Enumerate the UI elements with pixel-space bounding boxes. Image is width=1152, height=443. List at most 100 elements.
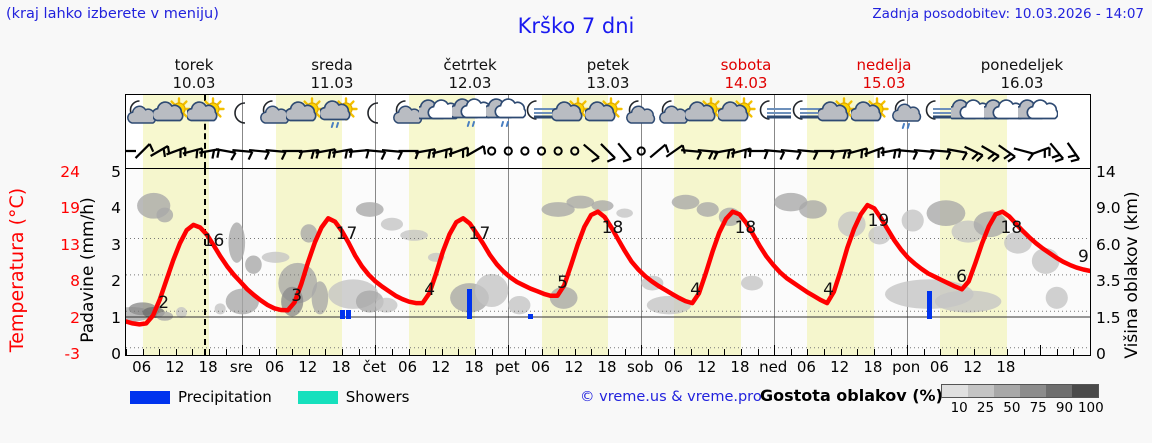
cloud-blob xyxy=(175,307,187,319)
cloud-height-tick-4: 1.5 xyxy=(1096,308,1121,327)
cloud-icon xyxy=(979,97,1025,131)
sun-cloud-icon xyxy=(683,97,723,131)
day-separator xyxy=(774,95,776,168)
cloud-density-tick-25: 25 xyxy=(976,400,995,416)
day-separator xyxy=(242,95,244,168)
x-tick-12: 12 xyxy=(298,358,318,376)
precipitation-bar xyxy=(340,310,346,319)
cloud-blob xyxy=(156,311,174,321)
current-time-line xyxy=(203,95,206,168)
cloud-height-tick-5: 0 xyxy=(1096,345,1106,363)
x-tick-06: 06 xyxy=(132,358,152,376)
wind-barb xyxy=(964,145,984,162)
weather-icon-band xyxy=(126,95,1090,169)
cloud-blob xyxy=(375,297,398,313)
cloud-blob xyxy=(799,200,827,219)
sun-cloud-icon xyxy=(284,97,324,131)
x-tick-18: 18 xyxy=(331,358,351,376)
x-tick-ned: ned xyxy=(759,358,788,376)
x-tick-06: 06 xyxy=(663,358,684,376)
cloud-icon xyxy=(414,97,460,131)
x-tick-18: 18 xyxy=(996,358,1016,376)
cloud-density-step-100 xyxy=(1072,385,1098,397)
x-tick-sob: sob xyxy=(626,358,654,376)
x-tick-18: 18 xyxy=(597,358,617,376)
cloud-density-colorbar xyxy=(941,384,1099,398)
cloud-blob xyxy=(508,295,531,315)
wind-barb xyxy=(600,143,616,163)
day-name: sobota xyxy=(720,56,772,74)
temperature-max-label: 17 xyxy=(335,224,358,245)
precipitation-bar xyxy=(927,290,933,319)
day-separator xyxy=(774,169,776,355)
temperature-min-label: 4 xyxy=(424,279,436,300)
cloud-blob xyxy=(740,275,764,291)
wind-barb xyxy=(897,149,919,161)
day-name: nedelja xyxy=(856,56,912,74)
precipitation-tick-4: 1 xyxy=(111,308,121,327)
wind-barb xyxy=(248,149,270,161)
moon-icon xyxy=(220,97,256,131)
wind-barb xyxy=(232,149,254,161)
last-updated-label: Zadnja posodobitev: 10.03.2026 - 14:07 xyxy=(872,6,1144,22)
cloud-blob xyxy=(1045,286,1068,309)
temperature-min-label: 9 xyxy=(1077,246,1089,267)
day-date: 15.03 xyxy=(862,74,906,92)
x-tick-06: 06 xyxy=(929,358,949,376)
day-separator xyxy=(508,169,510,355)
wind-barb xyxy=(780,149,802,161)
moon-cloud-icon xyxy=(386,97,423,131)
forecast-plot[interactable]: 2 16 3 17 4 17 5 18 4 18 4 19 6 18 9 xyxy=(125,94,1091,356)
cloud-density-layer xyxy=(126,192,1068,322)
wind-barb xyxy=(913,149,935,161)
wind-barb xyxy=(465,145,487,157)
credit-link[interactable]: © vreme.us & vreme.pro xyxy=(580,389,762,405)
sun-cloud-icon xyxy=(583,97,624,131)
day-header-petek: petek 13.03 xyxy=(539,56,677,94)
temperature-curve xyxy=(126,202,1090,327)
day-header-strip: torek 10.03 sreda 11.03 četrtek 12.03 petek 13.… xyxy=(125,56,1091,94)
cloud-height-tick-0: 14 xyxy=(1096,163,1116,181)
wind-barb xyxy=(731,147,752,159)
cloud-rain-icon xyxy=(448,97,493,131)
day-header-torek: torek 10.03 xyxy=(125,56,263,94)
location-menu-note[interactable]: (kraj lahko izberete v meniju) xyxy=(6,6,219,22)
x-tick-18: 18 xyxy=(863,358,883,376)
wind-barb xyxy=(681,149,703,161)
temperature-max-label: 19 xyxy=(867,211,890,232)
day-name: petek xyxy=(586,56,630,74)
sun-cloud-icon xyxy=(550,97,590,131)
cloud-blob xyxy=(591,200,614,212)
x-axis-ticks xyxy=(126,319,1090,355)
cloud-density-step-25 xyxy=(968,385,994,397)
temperature-max-label: 16 xyxy=(202,230,225,251)
precipitation-tick-1: 4 xyxy=(111,199,121,218)
cloud-density-tick-10: 10 xyxy=(950,400,968,416)
calm-wind-symbol xyxy=(553,146,563,156)
moon-cloud-icon xyxy=(126,97,157,131)
calm-wind-symbol xyxy=(536,146,547,156)
day-header-nedelja: nedelja 15.03 xyxy=(815,56,953,94)
cloud-icon xyxy=(1013,97,1059,131)
temperature-tick-2: 13 xyxy=(60,235,80,254)
wind-barb xyxy=(649,143,670,159)
temperature-max-label: 18 xyxy=(601,217,624,238)
cloud-blob xyxy=(475,273,509,307)
cloud-density-step-75 xyxy=(1020,385,1046,397)
day-separator xyxy=(907,95,909,168)
moon-fog-icon xyxy=(752,97,791,131)
cloud-height-tick-3: 3.5 xyxy=(1096,272,1121,291)
temperature-min-label: 3 xyxy=(291,286,303,307)
wind-barb xyxy=(166,146,187,158)
graph-area: 2 16 3 17 4 17 5 18 4 18 4 19 6 18 9 xyxy=(126,169,1090,355)
day-separator xyxy=(375,95,377,168)
cloud-blob xyxy=(671,194,700,210)
wind-barb xyxy=(1066,142,1081,163)
sun-cloud-icon xyxy=(849,97,890,131)
sun-cloud-icon xyxy=(185,97,225,131)
wind-barb-row xyxy=(126,142,1081,163)
x-axis-tick-labels: 06 12 18 sre 06 12 18 čet 06 12 18 pet 06 12 18 sob 06 12… xyxy=(125,358,1091,380)
page-title: Krško 7 dni xyxy=(517,14,635,38)
temperature-tick-4: 2 xyxy=(70,308,80,327)
day-name: četrtek xyxy=(443,56,497,74)
